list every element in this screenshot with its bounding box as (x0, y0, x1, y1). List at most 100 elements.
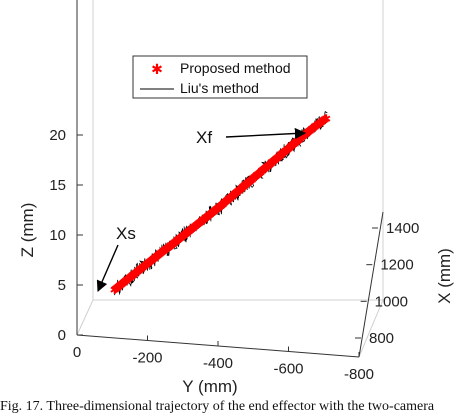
proposed-marker: ✱ (122, 273, 132, 287)
proposed-marker: ✱ (203, 209, 213, 223)
proposed-marker: ✱ (290, 136, 300, 150)
proposed-marker: ✱ (229, 188, 239, 202)
proposed-marker: ✱ (146, 254, 156, 268)
proposed-marker: ✱ (317, 115, 327, 129)
proposed-marker: ✱ (248, 172, 258, 186)
proposed-marker: ✱ (155, 247, 165, 261)
proposed-marker: ✱ (209, 204, 219, 218)
proposed-marker: ✱ (218, 197, 228, 211)
proposed-marker: ✱ (190, 219, 200, 233)
proposed-marker: ✱ (285, 141, 295, 155)
proposed-marker: ✱ (219, 196, 229, 210)
y-tick-label: -600 (273, 361, 303, 378)
proposed-marker: ✱ (273, 150, 283, 164)
proposed-marker: ✱ (254, 166, 264, 180)
x-axis-label: X (mm) (435, 248, 454, 304)
proposed-marker: ✱ (261, 161, 271, 175)
proposed-marker: ✱ (244, 175, 254, 189)
proposed-marker: ✱ (130, 267, 140, 281)
proposed-marker: ✱ (227, 190, 237, 204)
proposed-marker: ✱ (259, 162, 269, 176)
proposed-marker: ✱ (210, 203, 220, 217)
legend-marker-proposed: ✱ (151, 62, 163, 78)
proposed-marker: ✱ (191, 218, 201, 232)
x-axis-ticks: 800 1000 1200 1400 (355, 220, 419, 347)
proposed-marker: ✱ (225, 191, 235, 205)
annotation-xs: Xs (116, 224, 136, 243)
proposed-marker: ✱ (214, 200, 224, 214)
proposed-marker: ✱ (142, 257, 152, 271)
proposed-marker: ✱ (200, 211, 210, 225)
proposed-marker: ✱ (139, 260, 149, 274)
proposed-marker: ✱ (220, 195, 230, 209)
figure-caption: Fig. 17. Three-dimensional trajectory of… (0, 399, 435, 414)
proposed-marker: ✱ (310, 120, 320, 134)
proposed-marker: ✱ (282, 143, 292, 157)
proposed-marker: ✱ (135, 263, 145, 277)
y-axis-label: Y (mm) (182, 377, 237, 396)
proposed-marker: ✱ (188, 221, 198, 235)
proposed-marker: ✱ (316, 116, 326, 130)
proposed-marker: ✱ (258, 163, 268, 177)
proposed-marker: ✱ (263, 159, 273, 173)
y-tick-label: -400 (203, 355, 233, 372)
proposed-marker: ✱ (186, 222, 196, 236)
y-tick-label: 0 (73, 344, 81, 361)
y-tick-label: -800 (344, 366, 374, 383)
z-tick-label: 10 (49, 227, 66, 244)
proposed-marker: ✱ (305, 124, 315, 138)
proposed-marker: ✱ (291, 135, 301, 149)
proposed-marker: ✱ (256, 165, 266, 179)
proposed-marker: ✱ (269, 154, 279, 168)
proposed-marker: ✱ (272, 151, 282, 165)
proposed-marker: ✱ (233, 185, 243, 199)
proposed-marker: ✱ (193, 217, 203, 231)
proposed-marker: ✱ (123, 272, 133, 286)
proposed-marker: ✱ (286, 140, 296, 154)
proposed-marker: ✱ (171, 234, 181, 248)
proposed-marker: ✱ (140, 259, 150, 273)
z-tick-label: 15 (49, 177, 66, 194)
proposed-marker: ✱ (320, 113, 330, 127)
proposed-marker: ✱ (160, 243, 170, 257)
annotation-xf: Xf (196, 128, 212, 147)
proposed-marker: ✱ (125, 271, 135, 285)
proposed-marker: ✱ (162, 241, 172, 255)
legend-label-proposed: Proposed method (180, 60, 291, 76)
proposed-marker: ✱ (321, 112, 331, 126)
proposed-marker: ✱ (249, 171, 259, 185)
axes-box (76, 0, 384, 358)
proposed-marker: ✱ (180, 227, 190, 241)
proposed-marker: ✱ (145, 255, 155, 269)
proposed-marker: ✱ (164, 240, 174, 254)
proposed-marker: ✱ (195, 215, 205, 229)
proposed-marker: ✱ (175, 231, 185, 245)
legend-label-liu: Liu's method (180, 80, 259, 96)
y-axis-ticks: 0 -200 -400 -600 -800 (73, 330, 374, 383)
legend: ✱ Proposed method Liu's method (132, 55, 308, 99)
proposed-marker: ✱ (232, 186, 242, 200)
proposed-marker: ✱ (239, 179, 249, 193)
proposed-marker: ✱ (137, 261, 147, 275)
proposed-marker: ✱ (173, 233, 183, 247)
proposed-marker: ✱ (134, 264, 144, 278)
proposed-marker: ✱ (268, 155, 278, 169)
proposed-marker: ✱ (257, 164, 267, 178)
x-tick-label: 800 (369, 330, 394, 347)
proposed-marker: ✱ (223, 193, 233, 207)
proposed-marker: ✱ (126, 270, 136, 284)
proposed-marker: ✱ (183, 225, 193, 239)
proposed-marker: ✱ (184, 224, 194, 238)
proposed-marker: ✱ (207, 206, 217, 220)
proposed-marker: ✱ (181, 226, 191, 240)
proposed-marker: ✱ (189, 220, 199, 234)
proposed-marker: ✱ (222, 194, 232, 208)
series-proposed-method: ✱✱✱✱✱✱✱✱✱✱✱✱✱✱✱✱✱✱✱✱✱✱✱✱✱✱✱✱✱✱✱✱✱✱✱✱✱✱✱✱… (110, 112, 332, 297)
proposed-marker: ✱ (246, 174, 256, 188)
proposed-marker: ✱ (234, 183, 244, 197)
proposed-marker: ✱ (147, 253, 157, 267)
proposed-marker: ✱ (242, 177, 252, 191)
proposed-marker: ✱ (170, 235, 180, 249)
z-axis-ticks: 0 5 10 15 20 (49, 127, 83, 344)
proposed-marker: ✱ (228, 189, 238, 203)
